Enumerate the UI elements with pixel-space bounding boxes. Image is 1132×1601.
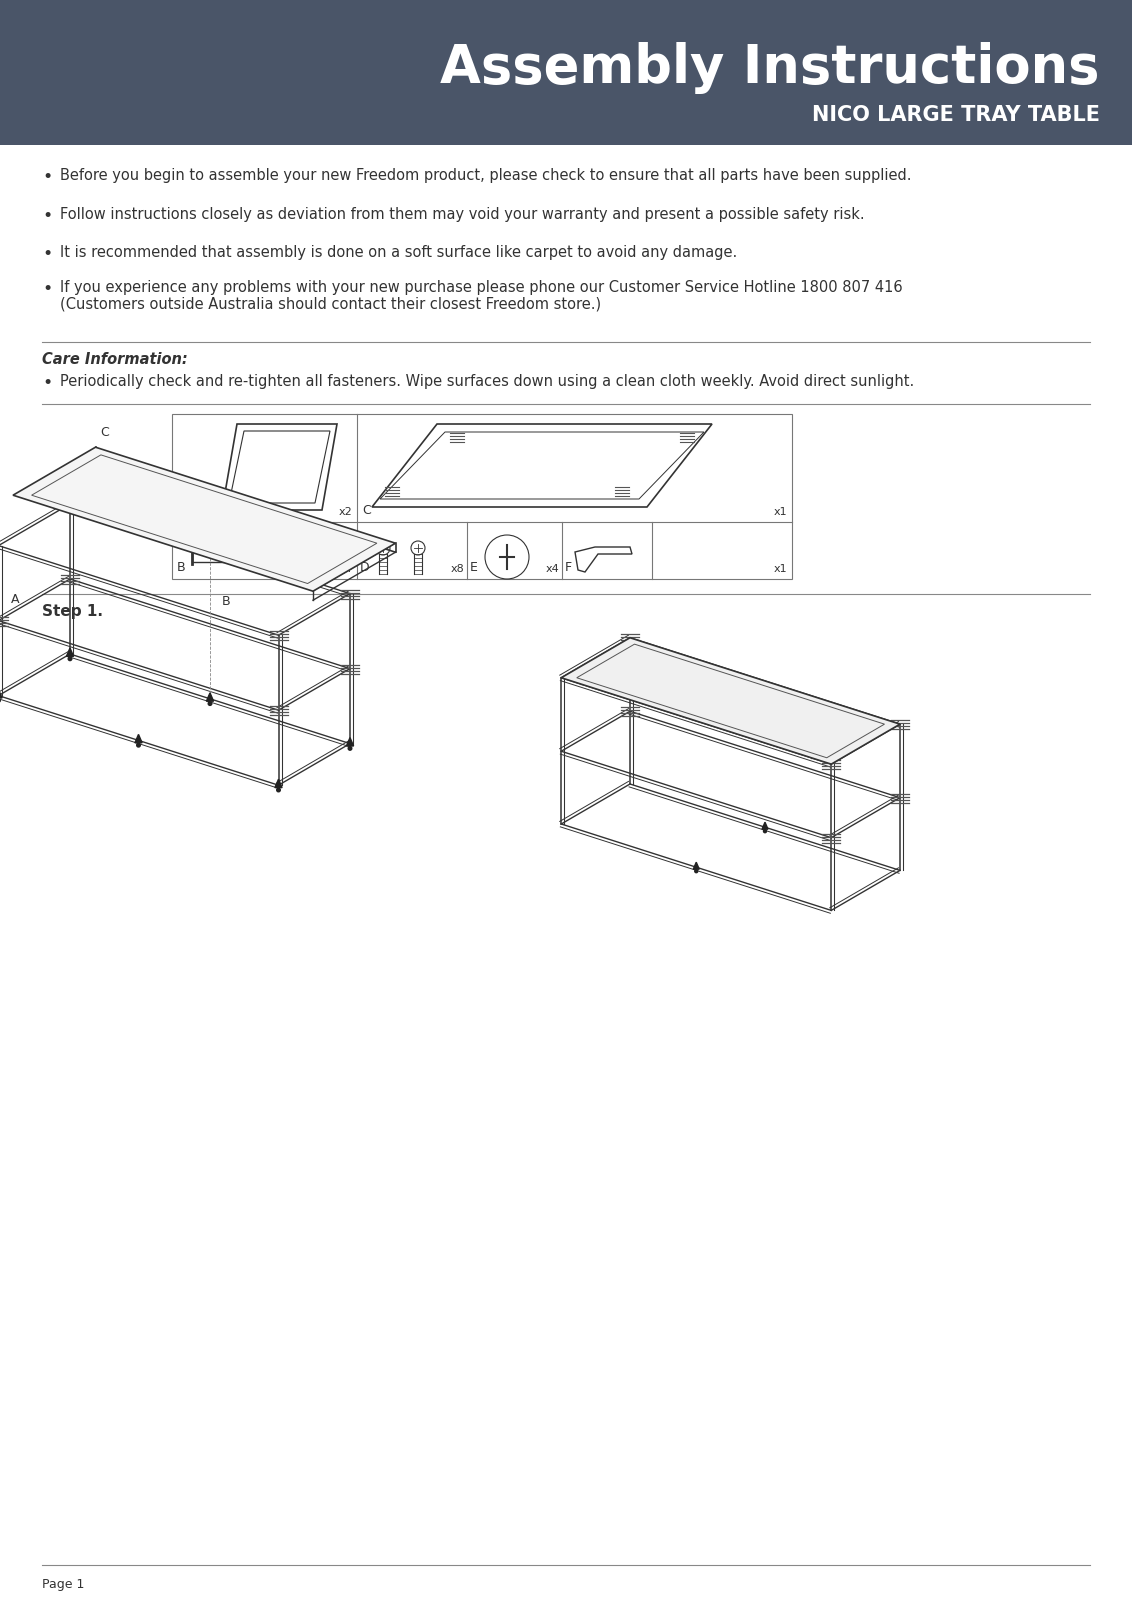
Text: Page 1: Page 1 [42, 1579, 85, 1591]
Polygon shape [12, 447, 395, 591]
Text: Care Information:: Care Information: [42, 352, 188, 367]
Text: C: C [362, 504, 371, 517]
Polygon shape [206, 693, 214, 701]
Text: x1: x1 [773, 564, 787, 575]
Text: NICO LARGE TRAY TABLE: NICO LARGE TRAY TABLE [812, 106, 1100, 125]
Polygon shape [762, 823, 767, 829]
Polygon shape [561, 637, 900, 764]
Text: •: • [42, 280, 52, 298]
Text: x1: x1 [773, 508, 787, 517]
Text: A: A [10, 594, 19, 607]
Text: D: D [360, 560, 370, 575]
Text: E: E [470, 560, 478, 575]
Text: x8: x8 [451, 564, 464, 575]
Circle shape [763, 829, 766, 833]
Circle shape [276, 788, 281, 792]
Text: B: B [177, 560, 186, 575]
Text: Periodically check and re-tighten all fasteners. Wipe surfaces down using a clea: Periodically check and re-tighten all fa… [60, 375, 915, 389]
Text: x4: x4 [546, 564, 559, 575]
Text: x2: x2 [338, 508, 352, 517]
Text: Follow instructions closely as deviation from them may void your warranty and pr: Follow instructions closely as deviation… [60, 207, 865, 223]
Text: •: • [42, 168, 52, 186]
Text: x4: x4 [338, 564, 352, 575]
Bar [172, 415, 792, 580]
Bar [192, 551, 348, 562]
Polygon shape [346, 738, 353, 746]
Text: F: F [565, 560, 572, 575]
Bar [0, 0, 1132, 146]
Polygon shape [693, 863, 700, 869]
Text: (Customers outside Australia should contact their closest Freedom store.): (Customers outside Australia should cont… [60, 296, 601, 311]
Polygon shape [67, 648, 74, 656]
Text: •: • [42, 245, 52, 263]
Circle shape [68, 656, 71, 661]
Polygon shape [275, 780, 282, 788]
Text: A: A [177, 504, 186, 517]
Polygon shape [135, 735, 143, 743]
Text: C: C [101, 426, 110, 439]
Text: It is recommended that assembly is done on a soft surface like carpet to avoid a: It is recommended that assembly is done … [60, 245, 737, 259]
Text: Before you begin to assemble your new Freedom product, please check to ensure th: Before you begin to assemble your new Fr… [60, 168, 911, 183]
Text: If you experience any problems with your new purchase please phone our Customer : If you experience any problems with your… [60, 280, 902, 295]
Text: Step 1.: Step 1. [42, 604, 103, 620]
Circle shape [695, 869, 697, 873]
Circle shape [137, 743, 140, 748]
Text: •: • [42, 375, 52, 392]
Circle shape [349, 746, 352, 751]
Polygon shape [0, 690, 2, 698]
Text: Assembly Instructions: Assembly Instructions [440, 42, 1100, 94]
Circle shape [208, 701, 212, 706]
Text: B: B [222, 596, 231, 608]
Text: •: • [42, 207, 52, 226]
